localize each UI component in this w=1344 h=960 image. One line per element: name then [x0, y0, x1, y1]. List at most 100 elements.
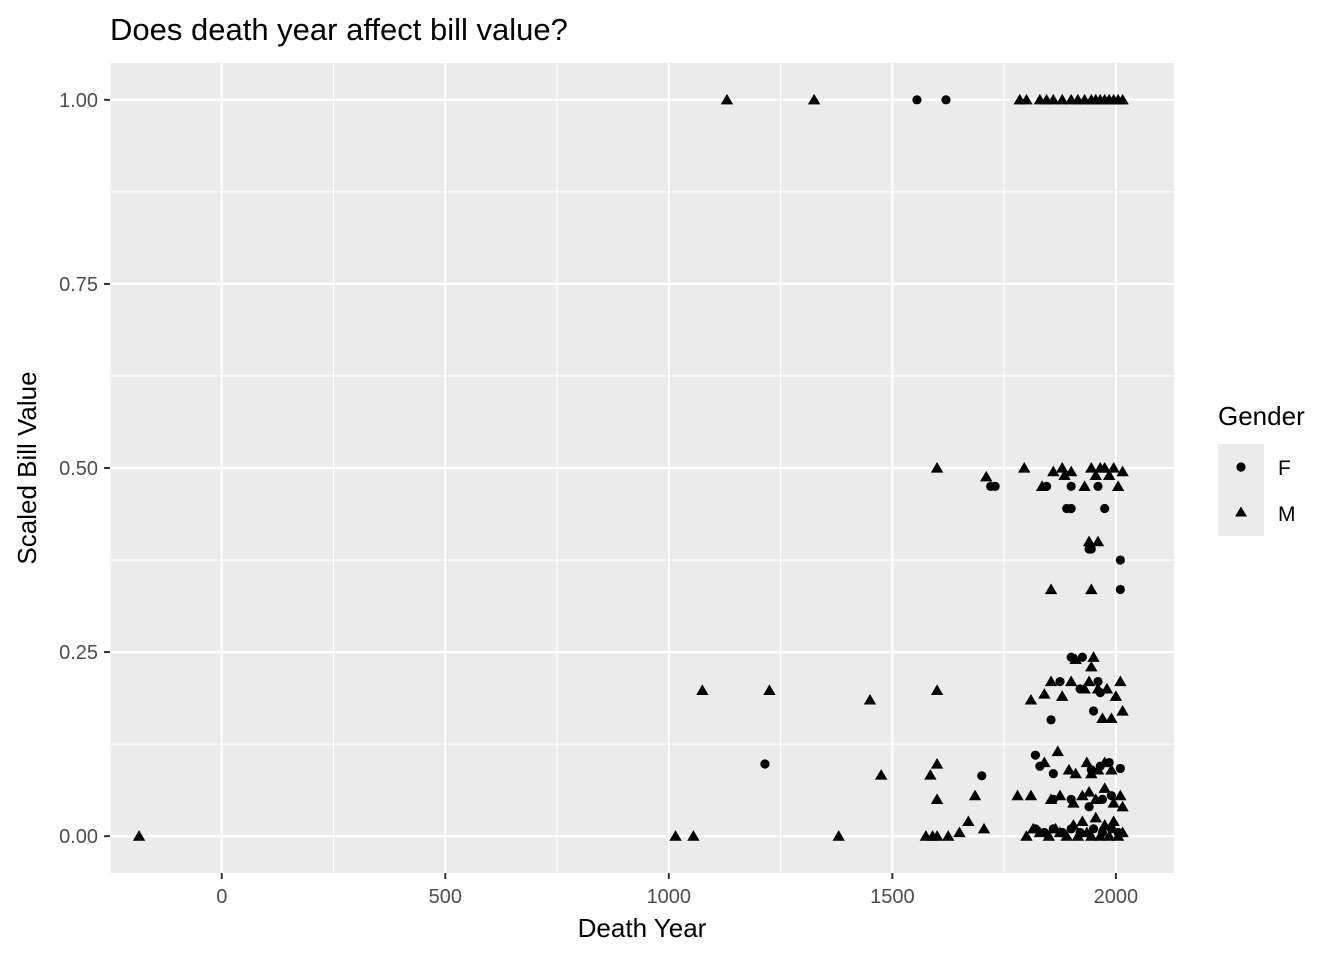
data-point-m: [1098, 819, 1111, 830]
data-point-m: [1114, 789, 1127, 801]
data-point-m: [980, 470, 993, 482]
data-point-m: [132, 830, 146, 841]
data-point-m: [1024, 789, 1038, 801]
data-point-m: [1078, 682, 1091, 694]
data-point-m: [1044, 793, 1058, 804]
data-point-m: [1069, 653, 1082, 665]
data-point-m: [1047, 465, 1060, 477]
data-point-f: [941, 95, 951, 105]
data-point-m: [1109, 690, 1123, 701]
data-point-m: [1082, 786, 1096, 797]
y-tick-labels: 0.00 0.25 0.50 0.75 1.00: [59, 90, 98, 848]
data-point-m: [1044, 583, 1058, 595]
data-point-f: [1115, 584, 1125, 595]
data-point-m: [696, 684, 709, 695]
x-tick-labels: 0 500 1000 1500 2000: [216, 886, 1138, 908]
data-point-m: [1107, 797, 1120, 808]
data-point-f: [1115, 555, 1125, 565]
data-point-m: [1071, 830, 1085, 841]
y-axis-title: Scaled Bill Value: [12, 371, 42, 564]
data-point-m: [687, 830, 700, 841]
data-point-m: [1038, 688, 1051, 699]
data-point-m: [1060, 830, 1073, 841]
data-point-m: [1056, 462, 1069, 473]
data-point-m: [1116, 705, 1129, 716]
legend-key-triangle-icon: [1235, 506, 1247, 517]
data-point-m: [1107, 462, 1120, 473]
data-point-m: [1033, 826, 1047, 838]
data-point-m: [1047, 93, 1060, 105]
data-point-m: [1114, 675, 1127, 687]
data-points: [132, 93, 1129, 841]
data-point-f: [977, 771, 987, 781]
legend-label-f: F: [1278, 457, 1291, 480]
data-point-m: [1042, 830, 1056, 841]
data-point-f: [1066, 503, 1076, 514]
data-point-f: [1066, 481, 1076, 492]
data-point-m: [874, 769, 888, 780]
data-point-m: [1089, 469, 1102, 480]
data-point-m: [1056, 93, 1069, 105]
data-point-m: [1107, 815, 1120, 827]
data-point-f: [1093, 676, 1103, 687]
data-point-m: [977, 822, 991, 834]
data-point-m: [1116, 465, 1129, 477]
data-point-m: [1098, 462, 1111, 473]
x-axis-title: Death Year: [578, 913, 707, 943]
data-point-m: [807, 93, 821, 105]
data-point-m: [1053, 826, 1067, 838]
data-point-m: [924, 769, 937, 780]
data-point-m: [1089, 811, 1102, 823]
data-point-m: [1102, 830, 1116, 841]
data-point-f: [1093, 481, 1103, 492]
data-point-m: [720, 93, 734, 105]
data-point-m: [863, 693, 877, 705]
data-point-m: [1051, 745, 1064, 757]
data-point-m: [1116, 826, 1129, 838]
data-point-m: [1069, 767, 1082, 779]
data-point-f: [1088, 706, 1099, 716]
data-point-m: [962, 815, 975, 827]
data-point-m: [1078, 480, 1091, 492]
data-point-m: [1085, 660, 1098, 672]
data-point-m: [832, 830, 845, 841]
data-point-m: [930, 830, 944, 841]
data-point-m: [1096, 712, 1109, 723]
data-point-f: [990, 481, 1000, 492]
data-point-m: [1064, 675, 1078, 687]
y-tick-label: 0.50: [59, 458, 98, 480]
data-point-m: [1024, 693, 1038, 705]
data-point-m: [1076, 789, 1089, 801]
data-point-m: [1067, 797, 1080, 808]
data-point-m: [1044, 675, 1058, 687]
data-point-f: [1084, 802, 1094, 812]
data-point-f: [1046, 715, 1056, 725]
x-tick-label: 0: [216, 886, 227, 908]
y-tick-label: 1.00: [59, 90, 98, 112]
data-point-m: [1020, 830, 1033, 841]
data-point-f: [912, 95, 922, 105]
y-tick-label: 0.25: [59, 642, 98, 664]
legend-title: Gender: [1218, 401, 1305, 431]
data-point-m: [1076, 815, 1089, 827]
data-point-m: [1058, 469, 1071, 480]
data-point-m: [1091, 682, 1105, 694]
data-point-m: [930, 462, 944, 473]
data-point-f: [1115, 763, 1125, 774]
data-point-f: [1048, 768, 1058, 779]
data-point-m: [930, 793, 944, 804]
data-point-m: [1018, 462, 1031, 473]
data-point-m: [1011, 789, 1024, 801]
y-tick-label: 0.75: [59, 274, 98, 296]
x-tick-label: 2000: [1094, 886, 1139, 908]
data-point-m: [1062, 763, 1076, 775]
data-point-m: [1098, 782, 1111, 793]
data-point-m: [1038, 756, 1051, 768]
data-point-m: [953, 826, 966, 838]
legend-key-circle-icon: [1236, 462, 1246, 472]
data-point-m: [1105, 712, 1118, 723]
data-point-m: [1105, 763, 1118, 775]
data-point-m: [763, 684, 776, 695]
data-point-m: [1082, 535, 1096, 547]
